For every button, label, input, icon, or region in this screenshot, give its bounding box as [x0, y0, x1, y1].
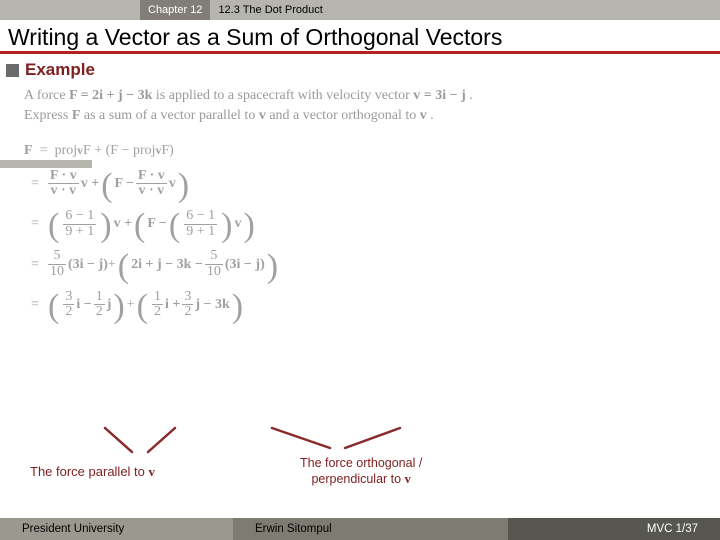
math-text: F + (F − proj [83, 143, 156, 159]
footer-left: President University [0, 518, 233, 540]
section-label: 12.3 The Dot Product [210, 0, 720, 20]
math-text: + [127, 297, 135, 313]
frac-den: 10 [205, 265, 223, 280]
force-vector-def: F = 2i + j − 3k [69, 88, 152, 103]
callout-vector-v: v [149, 464, 156, 479]
slide-title-row: Writing a Vector as a Sum of Orthogonal … [0, 20, 720, 54]
frac-num: 5 [52, 249, 63, 264]
math-text: F) [161, 143, 173, 159]
title-underline [0, 51, 720, 54]
math-text: j − 3k [195, 297, 229, 313]
math-row-5: = ( 3 2 i − 1 2 j ) + ( 1 2 i + 3 2 j − … [24, 290, 720, 320]
velocity-vector-def: v = 3i − j [413, 88, 466, 103]
math-row-4: = 5 10 (3i − j) + ( 2i + j − 3k − 5 10 (… [24, 249, 720, 279]
fraction: F · v v · v [48, 169, 79, 199]
math-text: F − [147, 216, 167, 232]
problem-text: as a sum of a vector parallel to [84, 108, 259, 123]
vector-v: v [420, 108, 427, 123]
frac-num: 3 [182, 290, 193, 305]
math-text: (3i − j) [68, 257, 108, 273]
callout-text: The force parallel to [30, 464, 149, 479]
example-label: Example [25, 60, 95, 80]
frac-num: 6 − 1 [184, 209, 217, 224]
fraction: 6 − 1 9 + 1 [63, 209, 96, 239]
footer-right: MVC 1/37 [508, 518, 720, 540]
frac-num: F · v [136, 169, 167, 184]
problem-text: . [430, 108, 434, 123]
callout-parallel: The force parallel to v [30, 464, 155, 480]
fraction: 3 2 [63, 290, 74, 320]
header-spacer [0, 0, 140, 20]
frac-den: 2 [94, 305, 105, 320]
math-text: i + [165, 297, 180, 313]
math-text: (3i − j) [225, 257, 265, 273]
callouts-region: The force parallel to v The force orthog… [0, 436, 720, 510]
footer-bar: President University Erwin Sitompul MVC … [0, 518, 720, 540]
fraction: 6 − 1 9 + 1 [184, 209, 217, 239]
problem-text: is applied to a spacecraft with velocity… [156, 88, 413, 103]
math-text: F − [115, 176, 135, 192]
frac-den: 9 + 1 [63, 225, 96, 240]
proj-text: proj [55, 143, 78, 159]
frac-num: 1 [152, 290, 163, 305]
frac-num: 3 [63, 290, 74, 305]
math-text: 2i + j − 3k − [131, 257, 203, 273]
math-text: v [234, 216, 241, 232]
problem-text: and a vector orthogonal to [269, 108, 419, 123]
frac-num: 6 − 1 [63, 209, 96, 224]
frac-num: 5 [208, 249, 219, 264]
callout-text: perpendicular to [311, 472, 404, 486]
callout-vector-v: v [405, 472, 411, 486]
math-text: v + [114, 216, 132, 232]
math-text: v [169, 176, 176, 192]
fraction: 3 2 [182, 290, 193, 320]
bullet-square-icon [6, 64, 19, 77]
frac-num: F · v [48, 169, 79, 184]
fraction: 5 10 [48, 249, 66, 279]
frac-den: 2 [182, 305, 193, 320]
derivation-block: F = projv F + (F − projv F) = F · v v · … [0, 143, 720, 321]
header-bar: Chapter 12 12.3 The Dot Product [0, 0, 720, 20]
fraction: 5 10 [205, 249, 223, 279]
math-text: i − [76, 297, 91, 313]
frac-den: 9 + 1 [184, 225, 217, 240]
chapter-label: Chapter 12 [140, 0, 210, 20]
frac-den: 2 [152, 305, 163, 320]
math-text: v + [81, 176, 99, 192]
problem-statement: A force F = 2i + j − 3k is applied to a … [0, 82, 720, 133]
problem-text: . [469, 88, 473, 103]
lhs-F: F [24, 143, 33, 159]
frac-den: 2 [63, 305, 74, 320]
frac-num: 1 [94, 290, 105, 305]
vector-F: F [72, 108, 81, 123]
frac-den: v · v [137, 184, 167, 199]
math-row-1: F = projv F + (F − projv F) [24, 143, 720, 159]
frac-den: v · v [49, 184, 79, 199]
math-text: j [107, 297, 112, 313]
fraction: 1 2 [94, 290, 105, 320]
footer-mid: Erwin Sitompul [233, 518, 508, 540]
example-heading: Example [0, 54, 720, 82]
math-text: + [108, 257, 116, 273]
callout-text: The force orthogonal / [300, 456, 422, 470]
slide-title: Writing a Vector as a Sum of Orthogonal … [8, 24, 502, 51]
frac-den: 10 [48, 265, 66, 280]
problem-text: Express [24, 108, 72, 123]
math-row-3: = ( 6 − 1 9 + 1 ) v + ( F − ( 6 − 1 9 + … [24, 209, 720, 239]
math-row-2: = F · v v · v v + ( F − F · v v · v v ) [24, 169, 720, 199]
callout-orthogonal: The force orthogonal / perpendicular to … [300, 456, 422, 487]
fraction: 1 2 [152, 290, 163, 320]
problem-text: A force [24, 88, 69, 103]
vector-v: v [259, 108, 266, 123]
fraction: F · v v · v [136, 169, 167, 199]
